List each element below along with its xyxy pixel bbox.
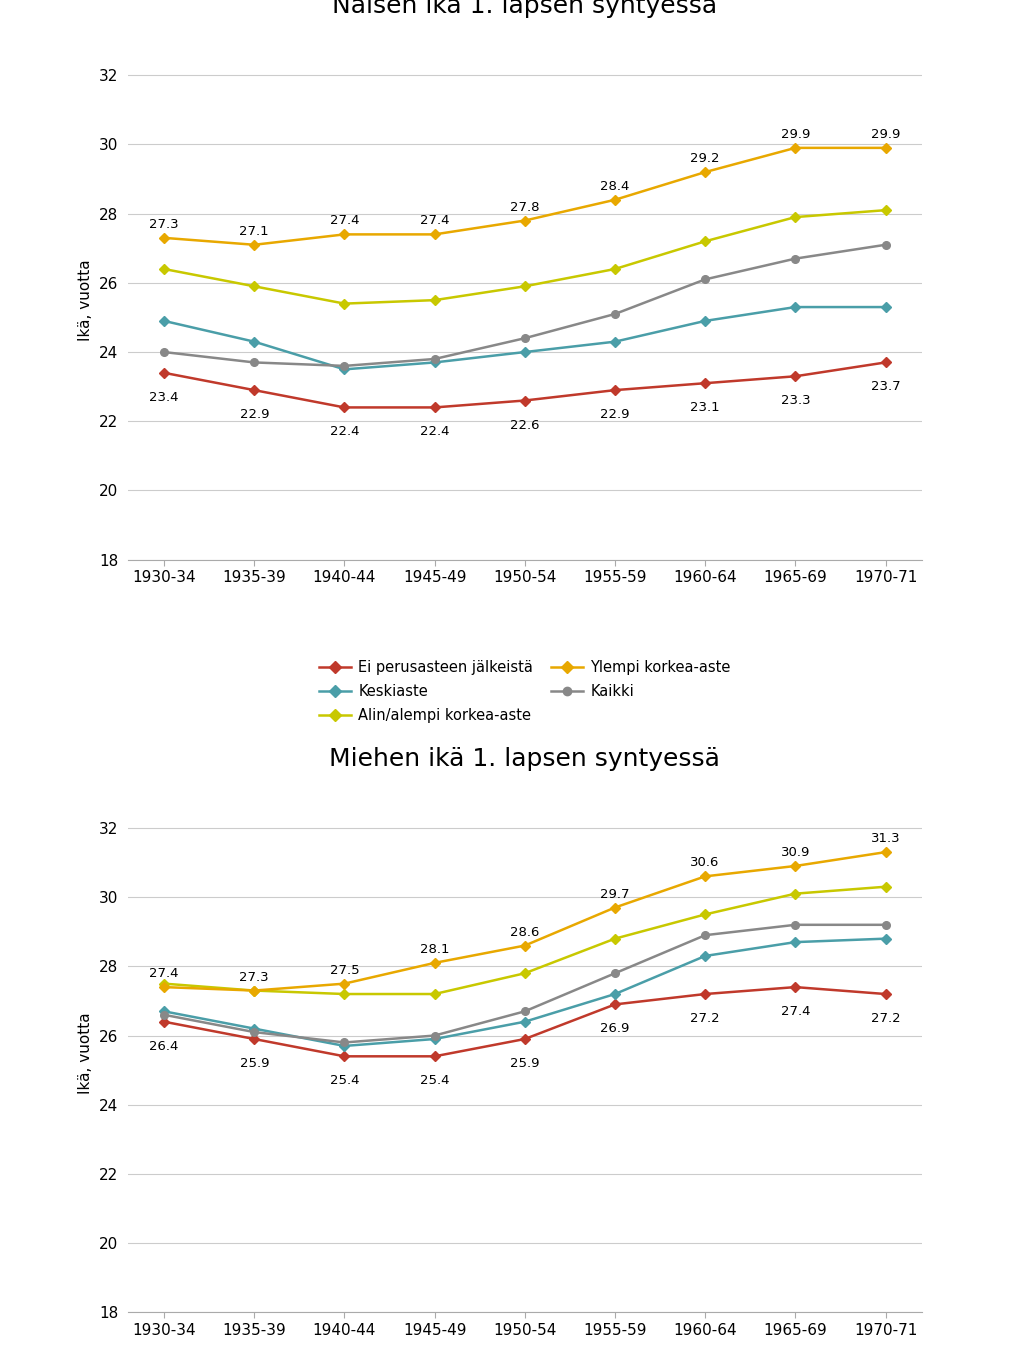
Text: 23.3: 23.3 <box>780 394 810 407</box>
Text: 23.7: 23.7 <box>870 380 900 394</box>
Text: 27.4: 27.4 <box>330 214 359 227</box>
Text: 22.4: 22.4 <box>420 425 450 438</box>
Text: 30.9: 30.9 <box>780 846 810 859</box>
Y-axis label: Ikä, vuotta: Ikä, vuotta <box>79 1012 93 1093</box>
Text: 23.1: 23.1 <box>690 402 720 414</box>
Text: 22.9: 22.9 <box>240 409 269 421</box>
Text: 27.1: 27.1 <box>240 225 269 238</box>
Text: 27.5: 27.5 <box>330 963 359 977</box>
Text: 26.4: 26.4 <box>150 1039 179 1053</box>
Text: 25.9: 25.9 <box>240 1057 269 1070</box>
Legend: Ei perusasteen jälkeistä, Keskiaste, Alin/alempi korkea-aste, Ylempi korkea-aste: Ei perusasteen jälkeistä, Keskiaste, Ali… <box>319 660 730 723</box>
Text: 23.4: 23.4 <box>150 391 179 405</box>
Text: 27.2: 27.2 <box>690 1012 720 1026</box>
Text: 25.4: 25.4 <box>330 1074 359 1088</box>
Text: 25.4: 25.4 <box>420 1074 450 1088</box>
Text: 27.8: 27.8 <box>510 200 540 214</box>
Text: 28.6: 28.6 <box>510 925 540 939</box>
Text: 29.9: 29.9 <box>870 129 900 141</box>
Title: Miehen ikä 1. lapsen syntyessä: Miehen ikä 1. lapsen syntyessä <box>330 747 720 770</box>
Text: 29.2: 29.2 <box>690 152 720 165</box>
Text: 27.3: 27.3 <box>240 970 269 984</box>
Text: 28.4: 28.4 <box>600 180 630 193</box>
Text: 27.4: 27.4 <box>420 214 450 227</box>
Text: 29.9: 29.9 <box>780 129 810 141</box>
Text: 22.6: 22.6 <box>510 418 540 432</box>
Text: 27.2: 27.2 <box>870 1012 900 1026</box>
Text: 27.4: 27.4 <box>780 1005 810 1019</box>
Text: 30.6: 30.6 <box>690 856 720 870</box>
Y-axis label: Ikä, vuotta: Ikä, vuotta <box>79 260 93 341</box>
Text: 27.3: 27.3 <box>150 218 179 231</box>
Text: 27.4: 27.4 <box>150 967 179 980</box>
Text: 22.9: 22.9 <box>600 409 630 421</box>
Text: 22.4: 22.4 <box>330 425 359 438</box>
Text: 28.1: 28.1 <box>420 943 450 957</box>
Text: 25.9: 25.9 <box>510 1057 540 1070</box>
Text: 29.7: 29.7 <box>600 888 630 901</box>
Text: 26.9: 26.9 <box>600 1023 630 1035</box>
Text: 31.3: 31.3 <box>870 832 900 846</box>
Title: Naisen ikä 1. lapsen syntyessä: Naisen ikä 1. lapsen syntyessä <box>332 0 718 18</box>
